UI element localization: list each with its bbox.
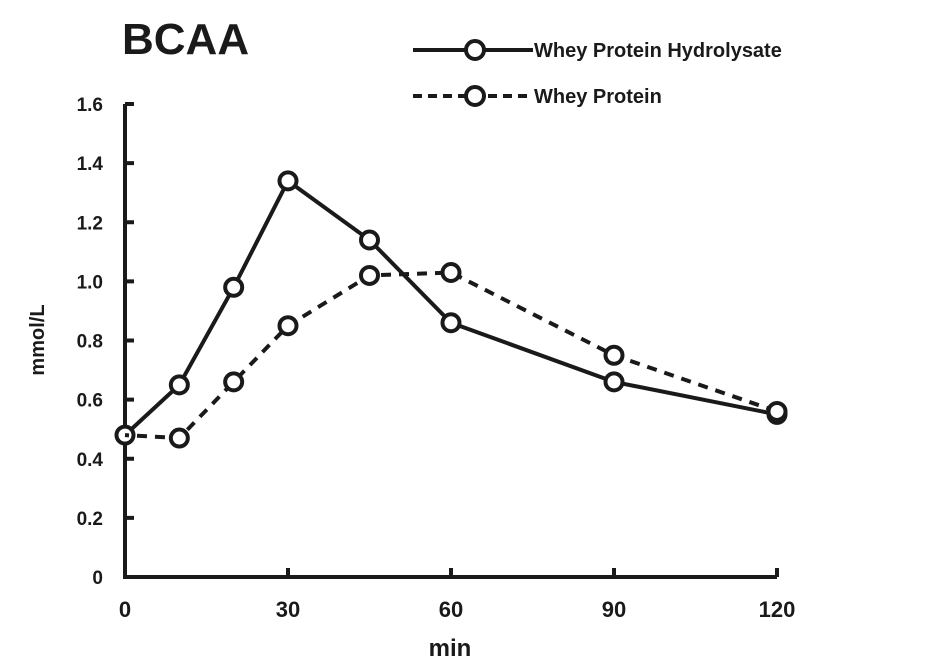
axes: 0 0.2 0.4 0.6 0.8 1.0 1.2 1.4 1.6 0 30 60 90 120: [77, 95, 796, 622]
y-tick-label: 1.0: [77, 272, 103, 293]
data-point: [359, 264, 380, 286]
x-axis-label: min: [429, 635, 472, 662]
y-tick-label: 0.2: [77, 509, 103, 530]
series-layer: [114, 170, 788, 449]
data-point: [168, 374, 190, 396]
y-tick-label: 1.2: [77, 213, 103, 234]
x-tick-label: 0: [119, 597, 131, 622]
x-tick-label: 90: [602, 597, 626, 622]
y-tick-label: 0: [92, 568, 103, 589]
data-point: [440, 312, 462, 334]
data-point: [603, 344, 625, 366]
data-point: [168, 427, 190, 449]
data-point: [277, 170, 299, 192]
y-tick-label: 0.6: [77, 391, 103, 412]
legend-label: Whey Protein: [534, 86, 662, 108]
series-whey-protein-hydrolysate: [114, 170, 788, 446]
x-tick-label: 120: [759, 597, 796, 622]
legend: Whey Protein Hydrolysate Whey Protein: [413, 39, 782, 108]
series-whey-protein: [124, 262, 788, 449]
y-tick-label: 0.4: [77, 450, 104, 471]
series-line: [123, 177, 778, 437]
data-point: [603, 371, 625, 393]
legend-marker: [464, 85, 486, 107]
legend-marker: [464, 39, 486, 61]
x-tick-label: 60: [439, 597, 463, 622]
series-line: [124, 270, 778, 441]
y-tick-label: 1.4: [77, 154, 104, 175]
data-point: [359, 229, 380, 251]
data-point: [766, 400, 788, 422]
data-point: [440, 262, 462, 284]
y-axis-label: mmol/L: [27, 304, 49, 375]
data-point: [223, 371, 245, 393]
y-tick-label: 1.6: [77, 95, 103, 116]
data-point: [277, 315, 299, 337]
data-point: [223, 276, 245, 298]
x-tick-label: 30: [276, 597, 300, 622]
chart-title: BCAA: [122, 15, 249, 64]
legend-label: Whey Protein Hydrolysate: [534, 40, 782, 62]
y-tick-label: 0.8: [77, 332, 103, 353]
